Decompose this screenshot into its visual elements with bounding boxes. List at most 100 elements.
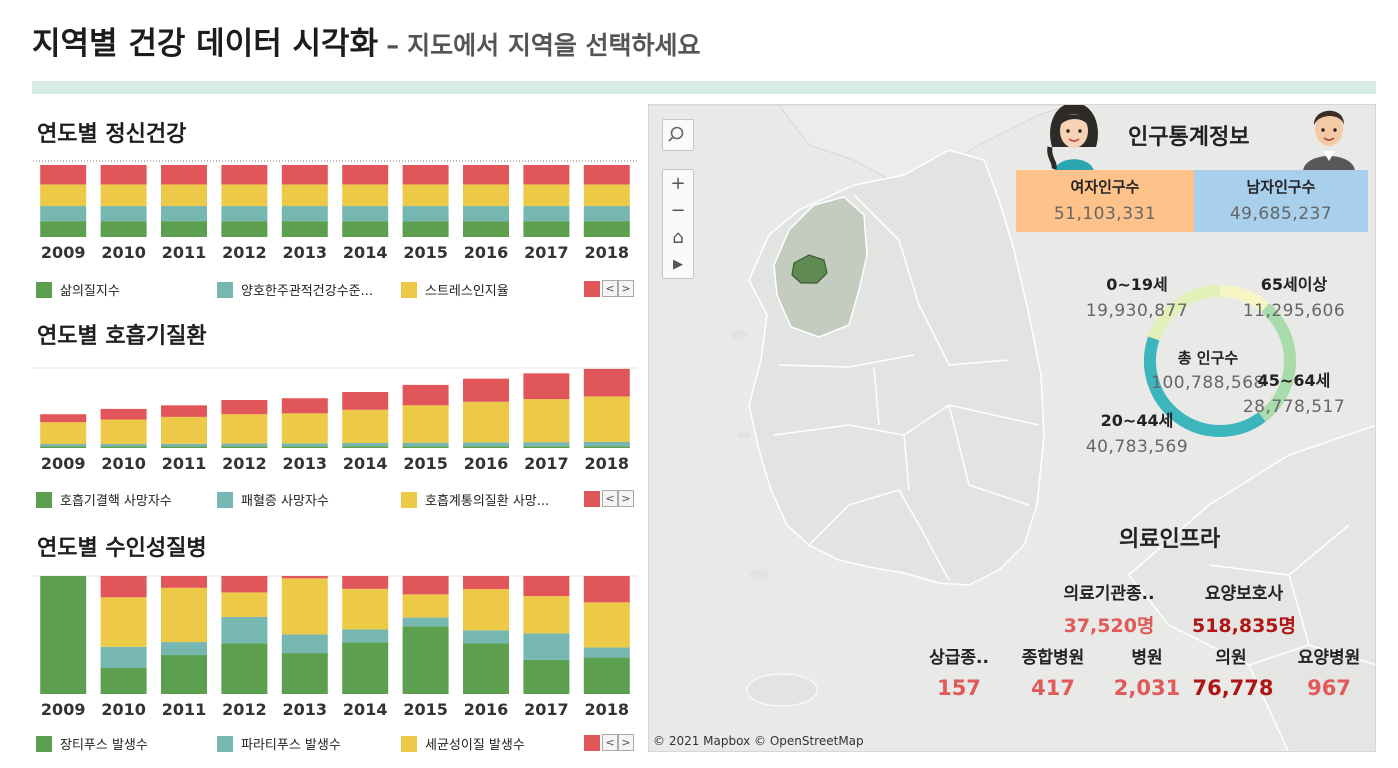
- legend-item-respiratory-disease[interactable]: 호흡계통의질환 사망...: [401, 490, 549, 509]
- respiratory-chart[interactable]: 2009 2010 2011 2012 2013 2014 2015 2016 2017 2018: [33, 364, 637, 476]
- bar-segment-2018-s0[interactable]: [583, 221, 630, 237]
- bar-segment-2011-s3[interactable]: [161, 405, 207, 417]
- age-group-0-19[interactable]: 0~19세 19,930,877: [1077, 271, 1197, 321]
- bar-segment-2010-s0[interactable]: [100, 221, 147, 237]
- bar-segment-2014-s0[interactable]: [342, 642, 389, 694]
- bar-segment-2011-s1[interactable]: [161, 443, 207, 447]
- bar-segment-2012-s0[interactable]: [221, 446, 268, 448]
- bar-segment-2017-s1[interactable]: [523, 633, 570, 660]
- bar-segment-2018-s1[interactable]: [583, 206, 630, 222]
- bar-segment-2013-s1[interactable]: [281, 443, 328, 447]
- bar-segment-2009-s0[interactable]: [40, 576, 87, 694]
- bar-segment-2013-s2[interactable]: [281, 578, 328, 635]
- bar-segment-2011-s0[interactable]: [161, 655, 207, 694]
- donut-slice-1[interactable]: [1219, 285, 1270, 313]
- bar-segment-2015-s2[interactable]: [402, 405, 449, 443]
- age-donut-chart[interactable]: [1130, 276, 1310, 446]
- bar-segment-2016-s0[interactable]: [463, 221, 509, 237]
- legend-item-quality-of-life[interactable]: 삶의질지수: [36, 280, 120, 299]
- map-korea-mainland[interactable]: [748, 149, 1045, 586]
- bar-segment-2009-s1[interactable]: [40, 206, 87, 222]
- donut-slice-3[interactable]: [1144, 336, 1266, 437]
- bar-segment-2017-s2[interactable]: [523, 596, 570, 634]
- bar-segment-2011-s0[interactable]: [161, 446, 207, 448]
- bar-segment-2018-s3[interactable]: [583, 165, 630, 185]
- bar-segment-2012-s1[interactable]: [221, 616, 268, 644]
- zoom-in-button[interactable]: +: [670, 173, 686, 194]
- bar-segment-2017-s1[interactable]: [523, 206, 570, 222]
- bar-segment-2009-s0[interactable]: [40, 221, 87, 237]
- bar-segment-2011-s1[interactable]: [161, 206, 207, 222]
- bar-segment-2016-s0[interactable]: [463, 446, 509, 448]
- bar-segment-2018-s3[interactable]: [583, 368, 630, 397]
- bar-segment-2017-s3[interactable]: [523, 165, 570, 185]
- bar-segment-2017-s1[interactable]: [523, 442, 570, 447]
- zoom-out-button[interactable]: −: [670, 200, 686, 221]
- bar-segment-2013-s3[interactable]: [281, 576, 328, 579]
- bar-segment-2016-s2[interactable]: [463, 401, 509, 443]
- legend-item-sepsis[interactable]: 패혈증 사망자수: [217, 490, 329, 509]
- bar-segment-2013-s0[interactable]: [281, 653, 328, 694]
- bar-segment-2013-s1[interactable]: [281, 206, 328, 222]
- legend-item-stress-rate[interactable]: 스트레스인지율: [401, 280, 509, 299]
- bar-segment-2009-s1[interactable]: [40, 444, 87, 447]
- legend-item-tuberculosis[interactable]: 호흡기결핵 사망자수: [36, 490, 172, 509]
- mental-health-chart[interactable]: 2009 2010 2011 2012 2013 2014 2015 2016 2017 2018: [33, 158, 637, 270]
- bar-segment-2010-s1[interactable]: [100, 646, 147, 669]
- age-group-20-44[interactable]: 20~44세 40,783,569: [1077, 407, 1197, 457]
- bar-segment-2014-s0[interactable]: [342, 446, 389, 448]
- bar-segment-2016-s3[interactable]: [463, 576, 509, 590]
- bar-segment-2016-s3[interactable]: [463, 165, 509, 185]
- bar-segment-2017-s2[interactable]: [523, 184, 570, 207]
- bar-segment-2011-s1[interactable]: [161, 642, 207, 656]
- chevron-right-icon[interactable]: >: [618, 490, 634, 507]
- donut-slice-0[interactable]: [1148, 285, 1221, 341]
- bar-segment-2014-s3[interactable]: [342, 392, 389, 410]
- bar-segment-2016-s1[interactable]: [463, 442, 509, 447]
- bar-segment-2010-s3[interactable]: [100, 165, 147, 185]
- chevron-left-icon[interactable]: <: [602, 280, 618, 297]
- bar-segment-2013-s0[interactable]: [281, 221, 328, 237]
- female-population-box[interactable]: 여자인구수 51,103,331: [1016, 170, 1194, 232]
- male-population-box[interactable]: 남자인구수 49,685,237: [1194, 170, 1368, 232]
- bar-segment-2018-s1[interactable]: [583, 441, 630, 447]
- bar-segment-2015-s3[interactable]: [402, 384, 449, 406]
- bar-segment-2014-s0[interactable]: [342, 221, 389, 237]
- legend-item-paratyphoid[interactable]: 파라티푸스 발생수: [217, 734, 341, 753]
- bar-segment-2017-s3[interactable]: [523, 373, 570, 400]
- bar-segment-2018-s1[interactable]: [583, 647, 630, 658]
- chevron-left-icon[interactable]: <: [602, 490, 618, 507]
- map-search-button[interactable]: [662, 119, 694, 151]
- bar-segment-2012-s0[interactable]: [221, 643, 268, 694]
- bar-segment-2012-s2[interactable]: [221, 592, 268, 617]
- chevron-right-icon[interactable]: >: [618, 734, 634, 751]
- chevron-left-icon[interactable]: <: [602, 734, 618, 751]
- chevron-right-icon[interactable]: >: [618, 280, 634, 297]
- bar-segment-2013-s1[interactable]: [281, 634, 328, 654]
- bar-segment-2010-s3[interactable]: [100, 576, 147, 598]
- map-jeju-island[interactable]: [746, 673, 818, 707]
- bar-segment-2014-s2[interactable]: [342, 184, 389, 207]
- bar-segment-2015-s1[interactable]: [402, 442, 449, 447]
- bar-segment-2013-s2[interactable]: [281, 413, 328, 444]
- bar-segment-2011-s0[interactable]: [161, 221, 207, 237]
- bar-segment-2014-s2[interactable]: [342, 409, 389, 444]
- bar-segment-2012-s3[interactable]: [221, 400, 268, 415]
- donut-slice-2[interactable]: [1258, 303, 1296, 422]
- bar-segment-2011-s2[interactable]: [161, 416, 207, 444]
- bar-segment-2009-s0[interactable]: [40, 446, 87, 448]
- bar-segment-2015-s0[interactable]: [402, 626, 449, 694]
- bar-segment-2013-s3[interactable]: [281, 398, 328, 414]
- bar-segment-2012-s2[interactable]: [221, 414, 268, 444]
- legend-item-typhoid[interactable]: 장티푸스 발생수: [36, 734, 148, 753]
- bar-segment-2015-s3[interactable]: [402, 165, 449, 185]
- bar-segment-2012-s1[interactable]: [221, 206, 268, 222]
- bar-segment-2015-s3[interactable]: [402, 576, 449, 595]
- bar-segment-2016-s2[interactable]: [463, 184, 509, 207]
- bar-segment-2010-s3[interactable]: [100, 408, 147, 420]
- bar-segment-2016-s1[interactable]: [463, 206, 509, 222]
- bar-segment-2010-s1[interactable]: [100, 206, 147, 222]
- bar-segment-2011-s3[interactable]: [161, 165, 207, 185]
- bar-segment-2009-s3[interactable]: [40, 165, 87, 185]
- bar-segment-2015-s2[interactable]: [402, 594, 449, 618]
